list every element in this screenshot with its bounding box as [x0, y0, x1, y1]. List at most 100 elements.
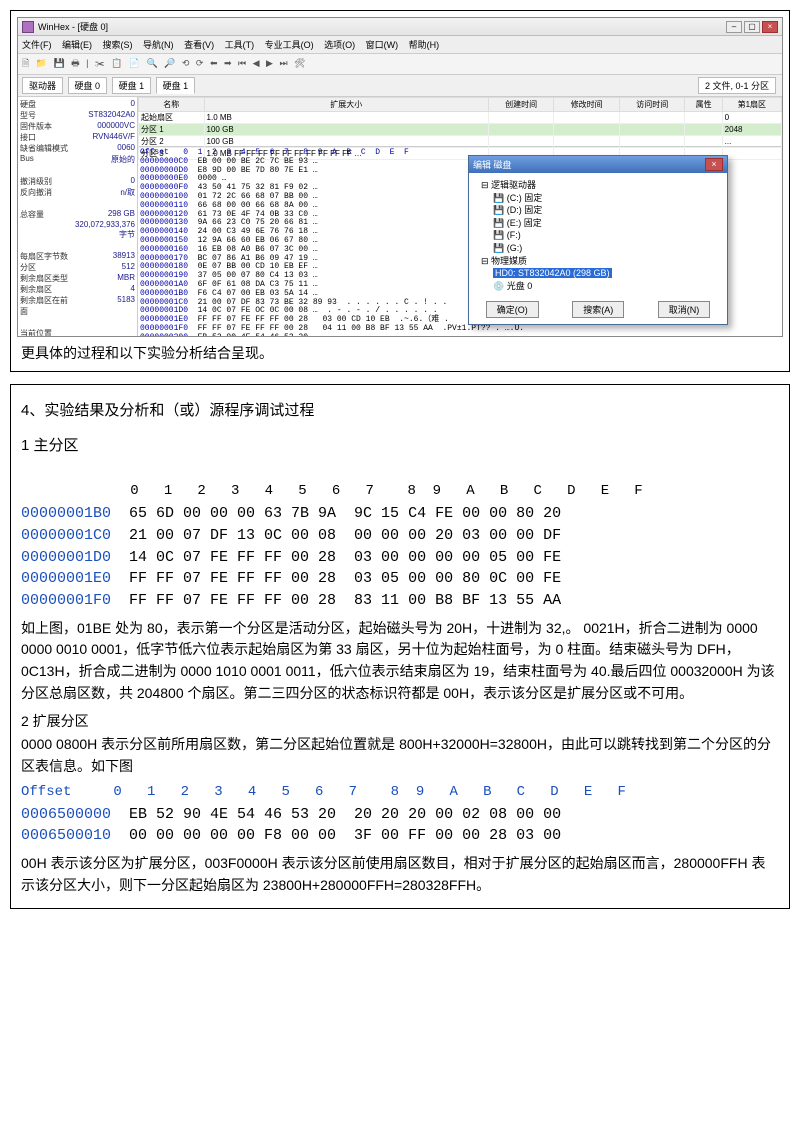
disk-col-header[interactable]: 修改时间	[554, 98, 620, 112]
hex1-table: 00000001B0 65 6D 00 00 00 63 7B 9A 9C 15…	[21, 503, 783, 612]
partition-row[interactable]: 分区 1100 GB2048	[139, 124, 782, 136]
prop-value: 0060	[70, 143, 135, 154]
tree-node[interactable]: (E:) 固定	[507, 218, 542, 228]
menu-item[interactable]: 选项(O)	[324, 40, 355, 50]
tab[interactable]: 驱动器	[22, 77, 63, 94]
menu-item[interactable]: 工具(T)	[225, 40, 255, 50]
properties-panel: 硬盘0型号ST832042A0固件版本000000VC接口RVN446V/F缺省…	[18, 97, 138, 337]
prop-value	[70, 328, 135, 337]
disk-col-header[interactable]: 创建时间	[488, 98, 554, 112]
prop-value: 0	[70, 99, 135, 110]
prop-key: 固件版本	[20, 121, 70, 132]
prop-key: 接口	[20, 132, 70, 143]
disk-col-header[interactable]: 扩展大小	[204, 98, 488, 112]
prop-value: MBR	[70, 273, 135, 284]
menu-item[interactable]: 窗口(W)	[366, 40, 399, 50]
prop-key: 剩余扇区	[20, 284, 70, 295]
tree-node[interactable]: 物理媒质	[491, 256, 527, 266]
maximize-button[interactable]: ▢	[744, 21, 760, 33]
prop-value: 000000VC	[70, 121, 135, 132]
menu-item[interactable]: 查看(V)	[184, 40, 214, 50]
prop-value: 5183	[70, 295, 135, 317]
tab-active[interactable]: 硬盘 1	[156, 77, 196, 94]
prop-key: Bus	[20, 154, 70, 165]
section4-title: 4、实验结果及分析和（或）源程序调试过程	[21, 399, 783, 420]
prop-key: 撤消级别	[20, 176, 70, 187]
prop-key: 总容量	[20, 209, 70, 220]
caption-text-1: 更具体的过程和以下实验分析结合呈现。	[21, 343, 779, 363]
prop-value: RVN446V/F	[70, 132, 135, 143]
disk-col-header[interactable]: 属性	[685, 98, 722, 112]
prop-value: 原始的	[70, 154, 135, 165]
dialog-search-button[interactable]: 搜索(A)	[572, 301, 624, 318]
subsection2-title: 2 扩展分区	[21, 711, 779, 733]
disk-col-header[interactable]: 访问时间	[619, 98, 685, 112]
prop-value: 320,072,933,376字节	[70, 220, 135, 240]
tree-node[interactable]: 逻辑驱动器	[491, 180, 536, 190]
menu-item[interactable]: 搜索(S)	[103, 40, 133, 50]
minimize-button[interactable]: –	[726, 21, 742, 33]
menu-item[interactable]: 专业工具(O)	[265, 40, 314, 50]
right-file-info: 2 文件, 0-1 分区	[698, 77, 776, 94]
window-titlebar: WinHex - [硬盘 0] – ▢ ×	[18, 18, 782, 36]
tree-node[interactable]: (G:)	[507, 243, 523, 253]
prop-key: 分区	[20, 262, 70, 273]
main-area: 名称扩展大小创建时间修改时间访问时间属性第1扇区 起始扇区1.0 MB0分区 1…	[138, 97, 782, 337]
tab[interactable]: 硬盘 1	[112, 77, 152, 94]
tree-node[interactable]: 光盘 0	[507, 281, 533, 291]
prop-key	[20, 317, 70, 328]
prop-key: 型号	[20, 110, 70, 121]
prop-value	[70, 198, 135, 209]
winhex-screenshot: WinHex - [硬盘 0] – ▢ × 文件(F) 编辑(E) 搜索(S) …	[17, 17, 783, 337]
close-button[interactable]: ×	[762, 21, 778, 33]
tree-node[interactable]: (C:) 固定	[507, 193, 543, 203]
prop-key	[20, 240, 70, 251]
dialog-buttons: 确定(O) 搜索(A) 取消(N)	[469, 301, 727, 318]
window-controls: – ▢ ×	[726, 21, 778, 33]
prop-value: n/取	[70, 187, 135, 198]
prop-value	[70, 165, 135, 176]
tab[interactable]: 硬盘 0	[68, 77, 108, 94]
prop-value: 4	[70, 284, 135, 295]
prop-key: 当前位置	[20, 328, 70, 337]
partition-row[interactable]: 分区 2100 GB...	[139, 136, 782, 148]
prop-key: 反向撤消	[20, 187, 70, 198]
prop-value: 38913	[70, 251, 135, 262]
app-icon	[22, 21, 34, 33]
menubar: 文件(F) 编辑(E) 搜索(S) 导航(N) 查看(V) 工具(T) 专业工具…	[18, 36, 782, 54]
cell-analysis: 4、实验结果及分析和（或）源程序调试过程 1 主分区 0 1 2 3 4 5 6…	[10, 384, 790, 909]
menu-item[interactable]: 帮助(H)	[409, 40, 440, 50]
prop-value: 512	[70, 262, 135, 273]
toolbar[interactable]: 🗎 📁 💾 🖶 | ✂ 📋 📄 🔍 🔎 ⟲ ⟳ ⬅ ➡ ⏮ ◀ ▶ ⏭ 🛠	[18, 54, 782, 75]
dialog-title: 编辑 磁盘	[473, 158, 512, 171]
tree-node[interactable]: (D:) 固定	[507, 205, 543, 215]
menu-item[interactable]: 导航(N)	[143, 40, 174, 50]
prop-value: 298 GB	[70, 209, 135, 220]
subsection1-title: 1 主分区	[21, 434, 783, 455]
open-disk-dialog: 编辑 磁盘 × ⊟ 逻辑驱动器 💾 (C:) 固定 💾 (D:) 固定 💾 (E…	[468, 155, 728, 325]
prop-value: 0	[70, 176, 135, 187]
workspace: 硬盘0型号ST832042A0固件版本000000VC接口RVN446V/F缺省…	[18, 97, 782, 337]
dialog-body: ⊟ 逻辑驱动器 💾 (C:) 固定 💾 (D:) 固定 💾 (E:) 固定 💾 …	[469, 173, 727, 298]
prop-key: 剩余扇区在前面	[20, 295, 70, 317]
dialog-close-button[interactable]: ×	[705, 158, 723, 171]
partition-list: 名称扩展大小创建时间修改时间访问时间属性第1扇区 起始扇区1.0 MB0分区 1…	[138, 97, 782, 147]
menu-item[interactable]: 文件(F)	[22, 40, 52, 50]
tree-node-selected[interactable]: HD0: ST832042A0 (298 GB)	[493, 268, 612, 278]
disk-col-header[interactable]: 名称	[139, 98, 205, 112]
menu-item[interactable]: 编辑(E)	[62, 40, 92, 50]
hex2-header: Offset 0 1 2 3 4 5 6 7 8 9 A B C D E F	[21, 784, 783, 800]
tree-node[interactable]: (F:)	[507, 230, 521, 240]
prop-key: 硬盘	[20, 99, 70, 110]
app-title: WinHex - [硬盘 0]	[38, 20, 108, 33]
dialog-ok-button[interactable]: 确定(O)	[486, 301, 539, 318]
disk-col-header[interactable]: 第1扇区	[722, 98, 781, 112]
prop-value	[70, 317, 135, 328]
prop-key	[20, 220, 70, 240]
dialog-cancel-button[interactable]: 取消(N)	[658, 301, 711, 318]
tabbar: 驱动器 硬盘 0 硬盘 1 硬盘 1 2 文件, 0-1 分区	[18, 75, 782, 97]
prop-value	[70, 240, 135, 251]
device-tree[interactable]: ⊟ 逻辑驱动器 💾 (C:) 固定 💾 (D:) 固定 💾 (E:) 固定 💾 …	[475, 179, 721, 292]
prop-key: 每扇区字节数	[20, 251, 70, 262]
partition-row[interactable]: 起始扇区1.0 MB0	[139, 112, 782, 124]
